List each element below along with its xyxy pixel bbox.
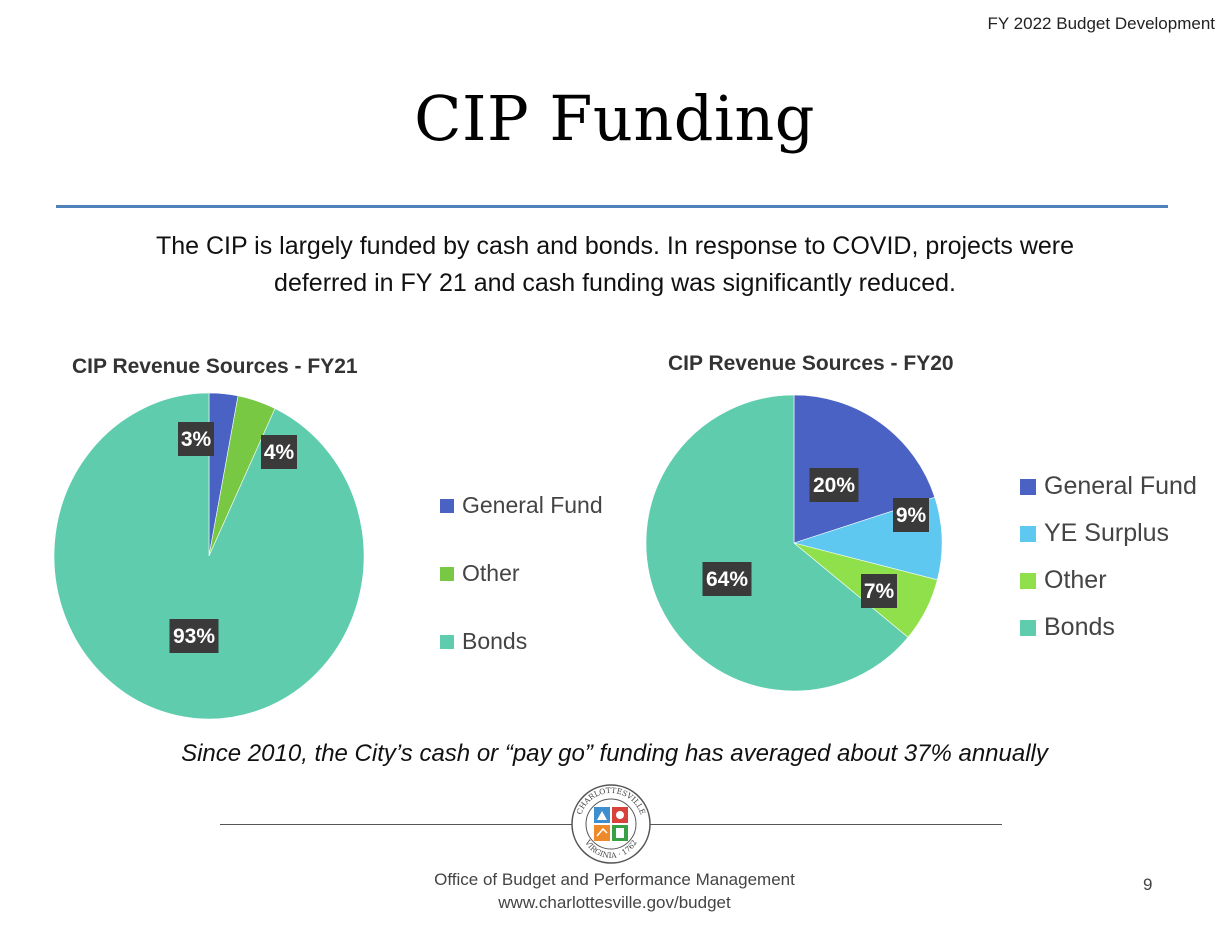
svg-text:20%: 20% bbox=[813, 474, 855, 497]
page-title: CIP Funding bbox=[414, 82, 815, 155]
fy20-legend-swatch-other bbox=[1020, 572, 1036, 589]
fy20-pie-chart: 20% 9% 7% 64% bbox=[645, 394, 943, 692]
fy21-legend-label-other: Other bbox=[462, 560, 520, 586]
fy20-legend-item-other: Other bbox=[1020, 566, 1107, 595]
document-tag: FY 2022 Budget Development bbox=[987, 14, 1215, 33]
svg-text:64%: 64% bbox=[706, 568, 748, 591]
fy20-slice-bonds bbox=[645, 394, 909, 692]
fy21-data-label-general-fund: 3% bbox=[178, 422, 214, 456]
footer-office-name: Office of Budget and Performance Managem… bbox=[434, 870, 795, 889]
fy20-legend-item-ye-surplus: YE Surplus bbox=[1020, 519, 1169, 548]
footer-rule-left bbox=[220, 824, 572, 825]
fy20-legend-label-other: Other bbox=[1044, 566, 1107, 594]
fy20-legend-label-bonds: Bonds bbox=[1044, 613, 1115, 641]
fy20-data-label-general-fund: 20% bbox=[809, 468, 859, 502]
fy21-legend-item-general-fund: General Fund bbox=[440, 492, 603, 519]
fy20-legend-item-general-fund: General Fund bbox=[1020, 472, 1197, 501]
fy20-legend-swatch-ye-surplus bbox=[1020, 525, 1036, 542]
footer-website-link[interactable]: www.charlottesville.gov/budget bbox=[498, 893, 731, 912]
fy21-legend-item-other: Other bbox=[440, 560, 520, 587]
fy21-pie-chart: 3% 4% 93% bbox=[53, 392, 365, 720]
fy21-legend-item-bonds: Bonds bbox=[440, 628, 527, 655]
fy20-data-label-bonds: 64% bbox=[702, 562, 752, 596]
svg-text:4%: 4% bbox=[264, 441, 295, 464]
svg-text:7%: 7% bbox=[864, 580, 895, 603]
intro-line-1: The CIP is largely funded by cash and bo… bbox=[155, 232, 1075, 260]
fy21-legend-swatch-general-fund bbox=[440, 498, 454, 513]
footer-rule-right bbox=[650, 824, 1002, 825]
fy20-legend-item-bonds: Bonds bbox=[1020, 613, 1115, 642]
svg-text:9%: 9% bbox=[896, 504, 927, 527]
fy21-slice-bonds bbox=[53, 392, 365, 720]
fy21-legend-swatch-other bbox=[440, 566, 454, 581]
page-number: 9 bbox=[1143, 875, 1153, 894]
city-seal-logo: CHARLOTTESVILLE VIRGINIA · 1762 bbox=[571, 784, 651, 864]
title-divider bbox=[56, 205, 1168, 208]
svg-text:3%: 3% bbox=[181, 428, 212, 451]
fy20-legend-label-general-fund: General Fund bbox=[1044, 472, 1197, 500]
svg-text:93%: 93% bbox=[173, 625, 215, 648]
fy20-data-label-other: 7% bbox=[861, 574, 897, 608]
fy21-legend-label-general-fund: General Fund bbox=[462, 492, 603, 518]
fy20-legend-swatch-general-fund bbox=[1020, 478, 1036, 495]
fy21-legend-swatch-bonds bbox=[440, 634, 454, 649]
fy20-legend-swatch-bonds bbox=[1020, 619, 1036, 636]
fy20-legend-label-ye-surplus: YE Surplus bbox=[1044, 519, 1170, 547]
pay-go-note: Since 2010, the City’s cash or “pay go” … bbox=[181, 740, 1048, 767]
fy20-data-label-ye-surplus: 9% bbox=[893, 498, 929, 532]
fy21-legend-label-bonds: Bonds bbox=[462, 628, 528, 654]
intro-text: The CIP is largely funded by cash and bo… bbox=[60, 228, 1170, 302]
fy21-data-label-other: 4% bbox=[261, 435, 297, 469]
intro-line-2: deferred in FY 21 and cash funding was s… bbox=[274, 269, 956, 297]
fy21-chart-title: CIP Revenue Sources - FY21 bbox=[72, 355, 358, 378]
fy21-data-label-bonds: 93% bbox=[169, 619, 219, 653]
fy20-chart-title: CIP Revenue Sources - FY20 bbox=[668, 352, 954, 375]
